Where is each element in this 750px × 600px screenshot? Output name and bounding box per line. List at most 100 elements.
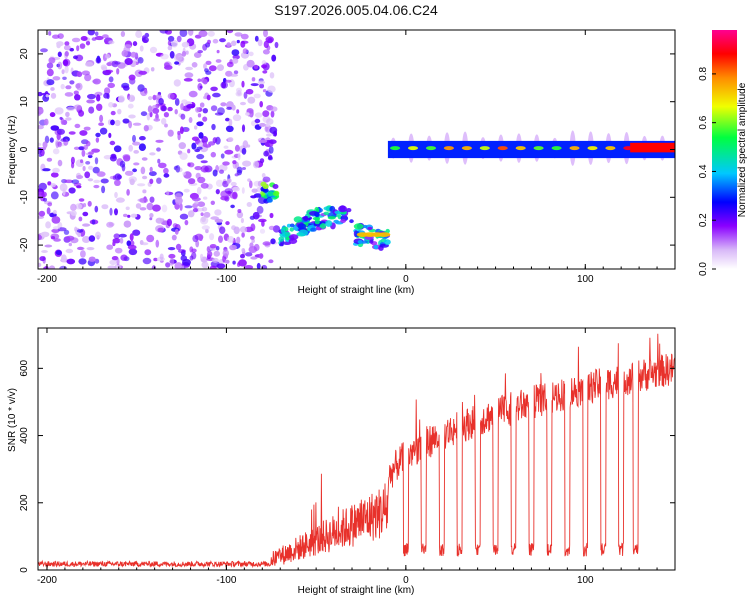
noise-blob (102, 34, 109, 39)
noise-blob (114, 208, 118, 216)
noise-blob (50, 92, 57, 99)
noise-blob (196, 146, 203, 150)
descending-blob (289, 227, 294, 232)
noise-blob (206, 94, 211, 101)
noise-blob (262, 89, 267, 93)
colorbar: 0.0 0.2 0.4 0.6 0.8 Normalized spectral ampl… (698, 30, 748, 276)
noise-blob (169, 51, 175, 59)
noise-blob (250, 195, 257, 199)
noise-blob (146, 234, 155, 243)
noise-blob (95, 132, 101, 138)
noise-blob (251, 238, 255, 243)
noise-blob (142, 257, 152, 265)
noise-blob (261, 60, 267, 66)
noise-blob (241, 248, 245, 253)
noise-blob (210, 86, 218, 92)
y-tick-label: 0 (19, 567, 30, 573)
noise-blob (253, 64, 259, 70)
noise-blob (65, 111, 70, 118)
noise-blob (47, 181, 52, 186)
noise-blob (234, 173, 239, 177)
noise-blob (92, 166, 100, 174)
noise-blob (209, 244, 217, 249)
noise-blob (46, 62, 54, 69)
noise-blob (56, 41, 64, 47)
noise-blob (50, 236, 56, 240)
noise-blob (119, 160, 126, 168)
noise-blob (248, 51, 254, 57)
noise-blob (115, 197, 125, 203)
noise-blob (76, 175, 84, 179)
noise-blob (59, 116, 63, 120)
noise-blob (113, 233, 121, 239)
noise-blob (185, 50, 189, 55)
noise-blob (246, 108, 254, 114)
noise-blob (49, 112, 56, 118)
noise-blob (114, 247, 123, 254)
noise-blob (175, 243, 182, 251)
noise-blob (163, 167, 169, 174)
descending-blob (280, 227, 286, 234)
noise-blob (135, 30, 143, 38)
noise-blob (38, 91, 43, 97)
noise-blob (153, 118, 161, 122)
noise-blob (188, 30, 194, 36)
noise-blob (256, 205, 264, 214)
noise-blob (187, 178, 196, 185)
noise-blob (149, 166, 153, 173)
noise-blob (68, 187, 76, 194)
noise-blob (266, 133, 272, 137)
noise-blob (262, 241, 271, 246)
snr-y-label: SNR (10 * v/v) (7, 388, 18, 452)
descending-blob (278, 236, 285, 242)
noise-blob (251, 77, 256, 82)
noise-blob (254, 35, 259, 42)
noise-blob (128, 114, 136, 119)
noise-blob (161, 118, 167, 125)
noise-blob (44, 135, 50, 144)
noise-blob (245, 88, 254, 95)
noise-blob (54, 107, 64, 115)
noise-blob (60, 138, 67, 142)
noise-blob (212, 92, 221, 98)
stable-peak (497, 146, 508, 151)
noise-blob (210, 151, 216, 158)
y-tick-label: 20 (19, 48, 30, 60)
descending-blob (325, 220, 333, 227)
noise-blob (95, 57, 102, 64)
noise-blob (240, 33, 249, 40)
descending-blob (284, 231, 291, 237)
noise-blob (254, 112, 263, 118)
stable-peak (479, 146, 490, 151)
noise-blob (224, 149, 234, 155)
descending-blob (373, 244, 379, 250)
noise-blob (250, 256, 258, 260)
noise-blob (233, 226, 240, 235)
noise-blob (203, 63, 207, 70)
noise-blob (129, 233, 134, 241)
noise-blob (269, 72, 275, 79)
descending-blob (367, 226, 373, 230)
noise-blob (139, 197, 149, 204)
noise-blob (108, 40, 115, 45)
noise-blob (239, 226, 248, 233)
noise-blob (241, 147, 247, 155)
noise-blob (141, 242, 149, 246)
descending-blob (286, 223, 292, 228)
noise-blob (64, 51, 69, 57)
noise-blob (252, 211, 260, 220)
noise-blob (186, 103, 196, 109)
noise-blob (234, 32, 243, 37)
noise-blob (137, 84, 145, 92)
noise-blob (246, 59, 255, 68)
noise-blob (192, 208, 198, 213)
noise-blob (74, 123, 81, 129)
noise-blob (50, 125, 60, 131)
noise-blob (258, 218, 267, 223)
x-tick-label: 100 (577, 274, 594, 285)
noise-blob (152, 94, 157, 101)
noise-blob (236, 236, 241, 244)
noise-blob (185, 66, 194, 71)
noise-blob (82, 203, 87, 208)
noise-blob (216, 263, 226, 269)
